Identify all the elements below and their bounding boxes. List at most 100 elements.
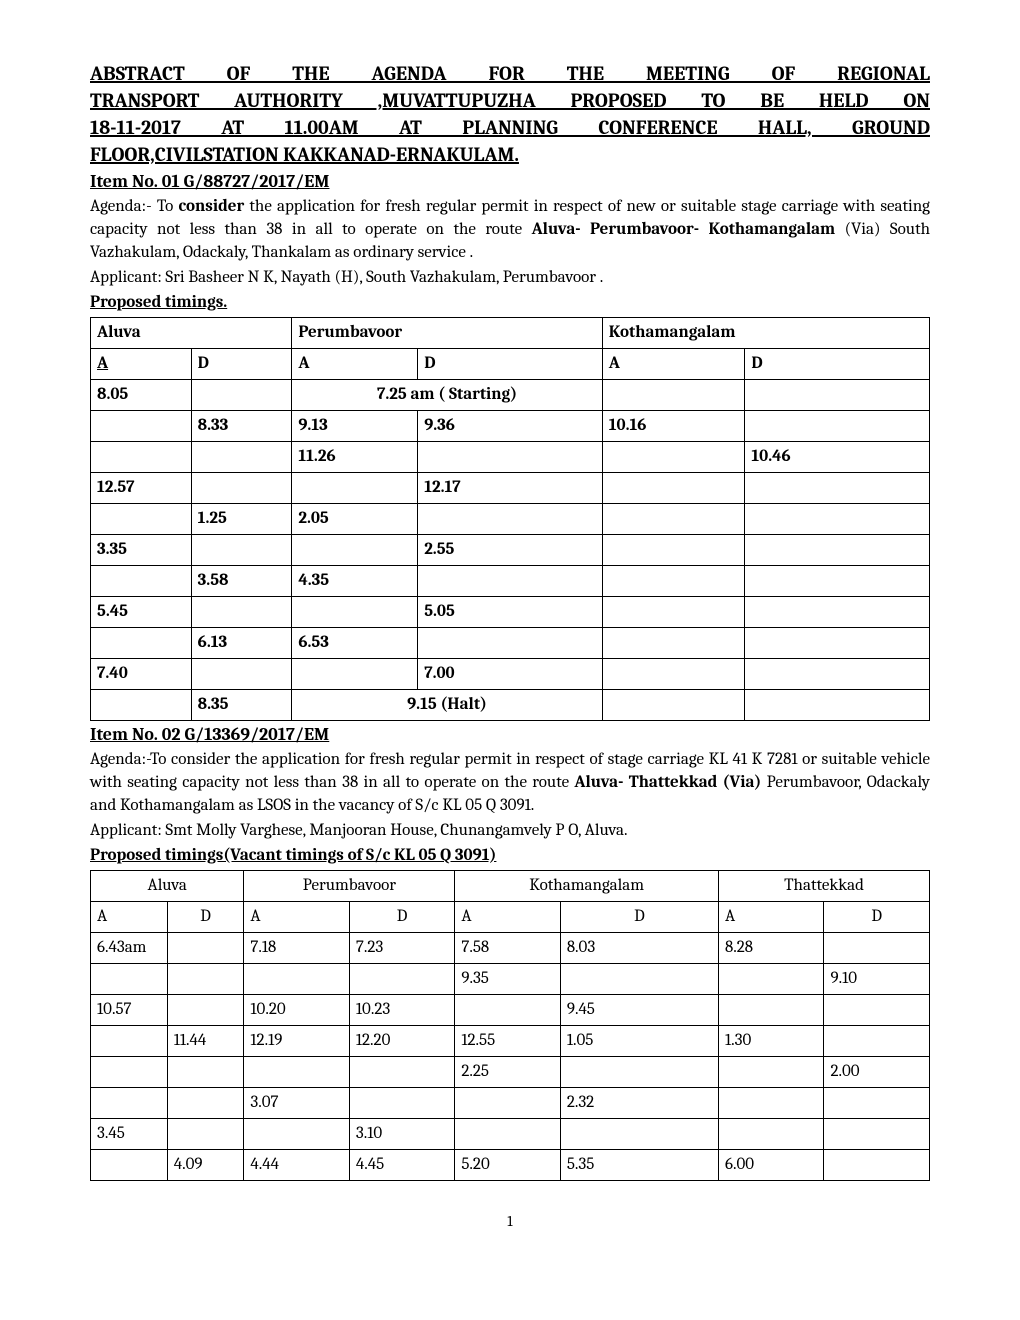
table-row: 2.25 2.00 xyxy=(91,1056,930,1087)
cell: 1.30 xyxy=(719,1025,824,1056)
cell xyxy=(824,1087,930,1118)
cell xyxy=(824,994,930,1025)
cell: 9.35 xyxy=(455,963,560,994)
cell: 3.35 xyxy=(91,534,192,565)
cell xyxy=(191,596,292,627)
cell: 7.40 xyxy=(91,658,192,689)
cell xyxy=(602,472,745,503)
cell xyxy=(349,963,454,994)
cell xyxy=(455,1087,560,1118)
ad-header: D xyxy=(560,901,718,932)
table-row: 3.07 2.32 xyxy=(91,1087,930,1118)
page-number: 1 xyxy=(90,1211,930,1231)
cell: 4.44 xyxy=(244,1149,349,1180)
table-row: 8.35 9.15 (Halt) xyxy=(91,689,930,720)
cell xyxy=(91,565,192,596)
cell: 4.45 xyxy=(349,1149,454,1180)
cell xyxy=(602,627,745,658)
cell: 11.44 xyxy=(167,1025,244,1056)
cell xyxy=(91,689,192,720)
stop-header: Kothamangalam xyxy=(455,870,719,901)
cell xyxy=(745,658,930,689)
cell xyxy=(602,534,745,565)
cell xyxy=(292,658,418,689)
cell: 2.32 xyxy=(560,1087,718,1118)
cell: 8.28 xyxy=(719,932,824,963)
item1-agenda-bold2: Aluva- Perumbavoor- Kothamangalam xyxy=(532,220,836,239)
ad-header: D xyxy=(745,348,930,379)
cell: 1.05 xyxy=(560,1025,718,1056)
item2-subheading: Proposed timings(Vacant timings of S/c K… xyxy=(90,845,930,868)
item2-agenda: Agenda:-To consider the application for … xyxy=(90,749,930,818)
item1-subheading: Proposed timings. xyxy=(90,292,930,315)
table-row: 8.05 7.25 am ( Starting) xyxy=(91,379,930,410)
cell xyxy=(244,1118,349,1149)
cell: 11.26 xyxy=(292,441,418,472)
ad-header: A xyxy=(602,348,745,379)
cell xyxy=(91,1056,168,1087)
cell xyxy=(167,1056,244,1087)
cell xyxy=(244,1056,349,1087)
cell xyxy=(91,627,192,658)
stop-header: Perumbavoor xyxy=(292,317,602,348)
cell: 6.13 xyxy=(191,627,292,658)
cell: 2.55 xyxy=(418,534,603,565)
cell xyxy=(167,1118,244,1149)
ad-header: D xyxy=(418,348,603,379)
cell xyxy=(719,1056,824,1087)
table-row: 10.57 10.20 10.23 9.45 xyxy=(91,994,930,1025)
doc-title-line4: FLOOR,CIVILSTATION KAKKANAD-ERNAKULAM. xyxy=(90,141,930,168)
cell: 12.19 xyxy=(244,1025,349,1056)
cell xyxy=(191,534,292,565)
table-row: 3.35 2.55 xyxy=(91,534,930,565)
cell: 7.58 xyxy=(455,932,560,963)
table-row: A D A D A D xyxy=(91,348,930,379)
cell xyxy=(191,472,292,503)
cell xyxy=(418,627,603,658)
cell: 2.00 xyxy=(824,1056,930,1087)
ad-header: A xyxy=(719,901,824,932)
cell: 3.45 xyxy=(91,1118,168,1149)
cell xyxy=(602,441,745,472)
ad-header: A xyxy=(91,901,168,932)
cell: 8.33 xyxy=(191,410,292,441)
cell xyxy=(745,472,930,503)
cell: 9.36 xyxy=(418,410,603,441)
cell xyxy=(745,534,930,565)
cell xyxy=(602,658,745,689)
cell xyxy=(560,1056,718,1087)
item2-applicant: Applicant: Smt Molly Varghese, Manjooran… xyxy=(90,820,930,843)
cell xyxy=(745,627,930,658)
cell xyxy=(349,1087,454,1118)
table-row: 4.09 4.44 4.45 5.20 5.35 6.00 xyxy=(91,1149,930,1180)
cell: 8.35 xyxy=(191,689,292,720)
cell: 6.00 xyxy=(719,1149,824,1180)
table-row: 11.44 12.19 12.20 12.55 1.05 1.30 xyxy=(91,1025,930,1056)
halt-cell: 9.15 (Halt) xyxy=(292,689,602,720)
cell: 10.20 xyxy=(244,994,349,1025)
table-row: 5.45 5.05 xyxy=(91,596,930,627)
cell xyxy=(418,565,603,596)
ad-header: A xyxy=(292,348,418,379)
cell xyxy=(602,503,745,534)
cell xyxy=(91,503,192,534)
item2-agenda-bold1: Aluva- Thattekkad (Via) xyxy=(574,773,761,792)
stop-header: Kothamangalam xyxy=(602,317,929,348)
table-row: 1.25 2.05 xyxy=(91,503,930,534)
ad-header: A xyxy=(244,901,349,932)
cell xyxy=(719,1118,824,1149)
cell xyxy=(824,932,930,963)
cell: 9.13 xyxy=(292,410,418,441)
table-row: 3.58 4.35 xyxy=(91,565,930,596)
cell xyxy=(602,379,745,410)
cell xyxy=(602,689,745,720)
cell xyxy=(91,1087,168,1118)
cell: 8.03 xyxy=(560,932,718,963)
ad-header: D xyxy=(167,901,244,932)
cell xyxy=(560,963,718,994)
doc-title-line2: TRANSPORT AUTHORITY ,MUVATTUPUZHA PROPOS… xyxy=(90,87,930,114)
cell: 5.20 xyxy=(455,1149,560,1180)
cell: 2.25 xyxy=(455,1056,560,1087)
doc-title-line3: 18-11-2017 AT 11.00AM AT PLANNING CONFER… xyxy=(90,114,930,141)
cell: 5.45 xyxy=(91,596,192,627)
